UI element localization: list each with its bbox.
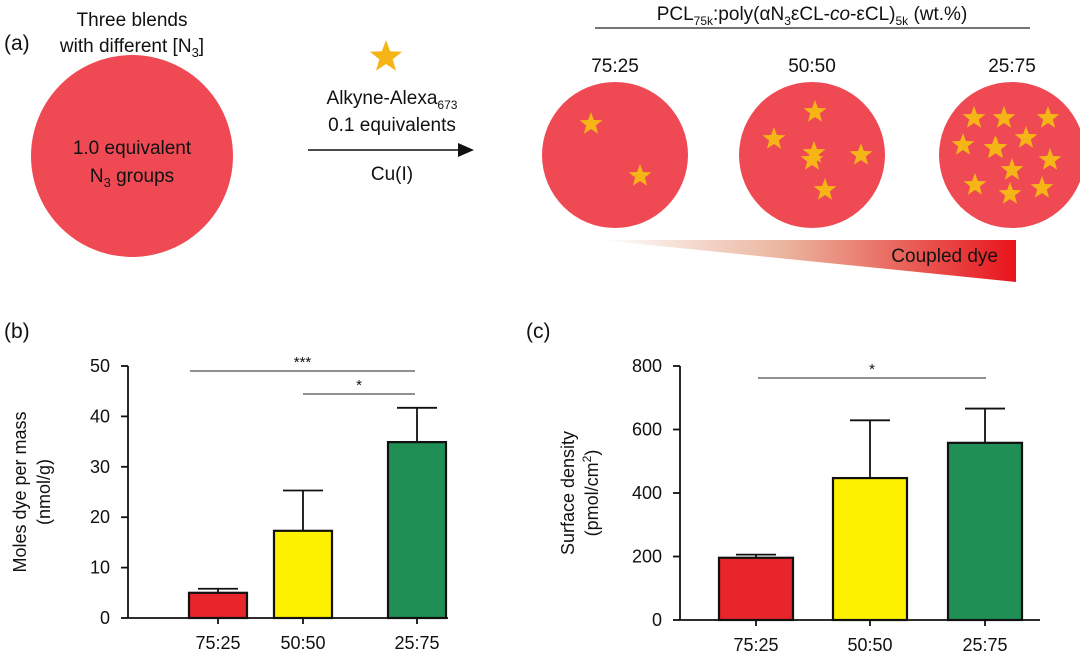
bar-75-25: [717, 556, 795, 622]
circle-text-line1: 1.0 equivalent: [73, 138, 192, 159]
panel-a: (a) Three blends with different [N3] 1.0…: [4, 4, 1080, 282]
dye-star-icon: [762, 127, 786, 149]
y-tick-label: 30: [90, 457, 110, 477]
significance-label: *: [356, 377, 362, 394]
catalyst-label: Cu(I): [371, 164, 413, 185]
dye-star-icon: [963, 173, 987, 195]
ratio-circle-3: 25:75: [939, 56, 1080, 228]
dye-star-icon: [992, 106, 1016, 128]
left-caption-line1: Three blends: [77, 10, 188, 31]
x-tick-label: 25:75: [962, 635, 1007, 655]
y-tick-label: 0: [652, 610, 662, 630]
dye-star-icon: [1000, 158, 1024, 180]
y-axis-title-line2: (pmol/cm2): [580, 450, 602, 537]
y-tick-label: 50: [90, 356, 110, 376]
dye-star-icon: [628, 164, 652, 186]
panel-a-label: (a): [4, 32, 30, 55]
blend-circle: [31, 55, 233, 257]
significance-label: ***: [294, 354, 312, 371]
ratio-circle-1: 75:25: [542, 56, 688, 228]
dye-star-icon: [1038, 148, 1062, 170]
y-tick-label: 200: [632, 547, 662, 567]
dye-star-icon: [813, 178, 837, 200]
ratio-label: 75:25: [591, 56, 639, 77]
dye-star-icon: [983, 136, 1007, 158]
blend-circle: [939, 82, 1080, 228]
y-tick-label: 400: [632, 483, 662, 503]
x-tick-label: 25:75: [394, 633, 439, 653]
panel-c-label: (c): [526, 320, 551, 343]
y-tick-label: 20: [90, 507, 110, 527]
ratio-circles: 75:25 50:50 25:75: [542, 56, 1080, 228]
blend-title: PCL75k:poly(αN3εCL-co-εCL)5k (wt.%): [657, 4, 968, 28]
y-tick-label: 0: [100, 608, 110, 628]
bar-25-75: [946, 441, 1024, 622]
y-axis-title-line1: Surface density: [558, 431, 578, 555]
ratio-label: 25:75: [988, 56, 1036, 77]
left-caption-line2: with different [N3]: [59, 36, 204, 60]
y-tick-label: 10: [90, 558, 110, 578]
dye-star-icon: [800, 148, 824, 170]
bar-25-75: [386, 441, 448, 620]
dye-star-icon: [1036, 106, 1060, 128]
dye-star-icon: [998, 182, 1022, 204]
dye-star-icon: [803, 100, 827, 122]
x-tick-label: 75:25: [733, 635, 778, 655]
bar-75-25: [187, 591, 249, 620]
panel-b: (b) 0 10 20 30 40 50 Moles dye per mass (nmol/g…: [4, 320, 448, 653]
coupled-dye-label: Coupled dye: [891, 246, 998, 267]
y-tick-label: 40: [90, 406, 110, 426]
y-axis-title-line1: Moles dye per mass: [10, 411, 30, 572]
reagent-line2: 0.1 equivalents: [328, 115, 456, 136]
bar-50-50: [272, 529, 334, 620]
y-tick-label: 600: [632, 420, 662, 440]
reaction-arrow-head-icon: [458, 143, 474, 157]
dye-star-icon: [802, 141, 826, 163]
significance-label: *: [869, 361, 875, 378]
coupled-dye-gradient: [600, 240, 1016, 282]
panel-c: (c) 0 200 400 600 800 Surface density (pmol/cm…: [526, 320, 1040, 655]
y-axis-title-line2: (nmol/g): [34, 459, 54, 525]
x-tick-label: 50:50: [280, 633, 325, 653]
bar-50-50: [831, 476, 909, 622]
circle-text-line2: N3 groups: [90, 166, 174, 190]
y-tick-label: 800: [632, 356, 662, 376]
panel-b-label: (b): [4, 320, 30, 343]
ratio-circle-2: 50:50: [739, 56, 885, 228]
reagent-line1: Alkyne-Alexa673: [327, 88, 458, 112]
dye-star-icon: [1014, 126, 1038, 148]
dye-star-icon: [849, 143, 873, 165]
dye-star-icon: [1030, 176, 1054, 198]
dye-star-icon: [962, 106, 986, 128]
x-tick-label: 75:25: [195, 633, 240, 653]
blend-circle: [542, 82, 688, 228]
x-tick-label: 50:50: [847, 635, 892, 655]
ratio-label: 50:50: [788, 56, 836, 77]
reagent-star-icon: [369, 40, 403, 71]
dye-star-icon: [579, 112, 603, 134]
dye-star-icon: [951, 133, 975, 155]
